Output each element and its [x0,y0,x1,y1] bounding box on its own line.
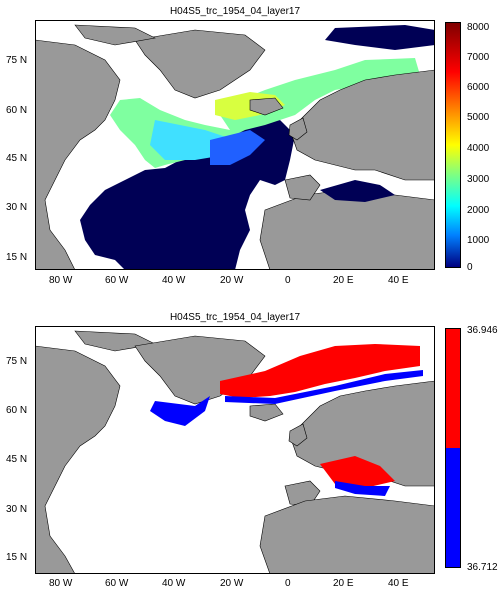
lon-tick-bottom-20w: 20 W [220,578,244,589]
lon-tick-top-20e: 20 E [333,275,354,286]
map-title-top: H04S5_trc_1954_04_layer17 [169,6,301,17]
lon-tick-bottom-0: 0 [285,578,291,589]
colorbar-top-tick-6000: 6000 [467,82,490,93]
lon-tick-bottom-40w: 40 W [162,578,186,589]
ocean-field-blue [210,130,265,165]
lon-tick-bottom-40e: 40 E [388,578,409,589]
map-panel-bottom [35,326,435,574]
land-africa-b [259,495,435,574]
lat-tick-bottom-75: 75 N [6,356,28,367]
colorbar-bottom [445,328,461,568]
land-north-america [35,39,121,270]
colorbar-bottom-tick-max: 36.946 [467,325,498,336]
lon-tick-top-20w: 20 W [220,275,244,286]
map-title-bottom: H04S5_trc_1954_04_layer17 [169,312,301,323]
blue-patch-labrador [150,396,210,426]
land-iceland-b [249,403,284,422]
land-europe-b [289,380,435,487]
land-greenland [134,29,266,99]
red-patch-mediterranean [320,456,395,488]
land-iceland [249,97,284,116]
lon-tick-bottom-60w: 60 W [105,578,129,589]
lon-tick-top-40w: 40 W [162,275,186,286]
map-frame-top [35,20,435,270]
blue-patch-mediterranean [335,481,390,496]
lon-tick-top-80w: 80 W [49,275,73,286]
lon-tick-top-40e: 40 E [388,275,409,286]
map-canvas-bottom [35,326,435,574]
lat-tick-top-75: 75 N [6,55,28,66]
land-arctic [74,24,156,46]
colorbar-top-tick-7000: 7000 [467,52,490,63]
lat-tick-top-45: 45 N [6,153,28,164]
lat-tick-bottom-30: 30 N [6,504,28,515]
ocean-mediterranean [320,180,395,202]
map-frame-bottom [35,326,435,574]
land-uk [288,117,308,141]
lat-tick-bottom-45: 45 N [6,454,28,465]
colorbar-top-tick-8000: 8000 [467,22,490,33]
colorbar-top-tick-2000: 2000 [467,205,490,216]
land-iberia-b [284,480,321,507]
colorbar-top-tick-0: 0 [467,262,473,273]
blue-edge-north [225,370,423,404]
lat-tick-top-15: 15 N [6,252,28,263]
colorbar-top-tick-1000: 1000 [467,235,490,246]
lat-tick-top-30: 30 N [6,202,28,213]
lon-tick-top-60w: 60 W [105,275,129,286]
colorbar-top-tick-4000: 4000 [467,143,490,154]
lon-tick-bottom-20e: 20 E [333,578,354,589]
colorbar-bottom-tick-min: 36.712 [467,562,498,573]
red-patch-north [220,344,420,398]
map-panel-top [35,20,435,270]
land-iberia [284,174,321,201]
land-north-america-b [35,345,121,574]
colorbar-top [445,22,461,268]
lat-tick-top-60: 60 N [6,105,28,116]
map-canvas-top [35,20,435,270]
land-uk-b [288,423,308,447]
lon-tick-bottom-80w: 80 W [49,578,73,589]
land-europe [289,69,435,181]
lat-tick-bottom-15: 15 N [6,552,28,563]
land-africa [259,189,435,270]
colorbar-top-tick-5000: 5000 [467,112,490,123]
lon-tick-top-0: 0 [285,275,291,286]
lat-tick-bottom-60: 60 N [6,405,28,416]
colorbar-top-tick-3000: 3000 [467,174,490,185]
ocean-field-north [325,25,435,50]
